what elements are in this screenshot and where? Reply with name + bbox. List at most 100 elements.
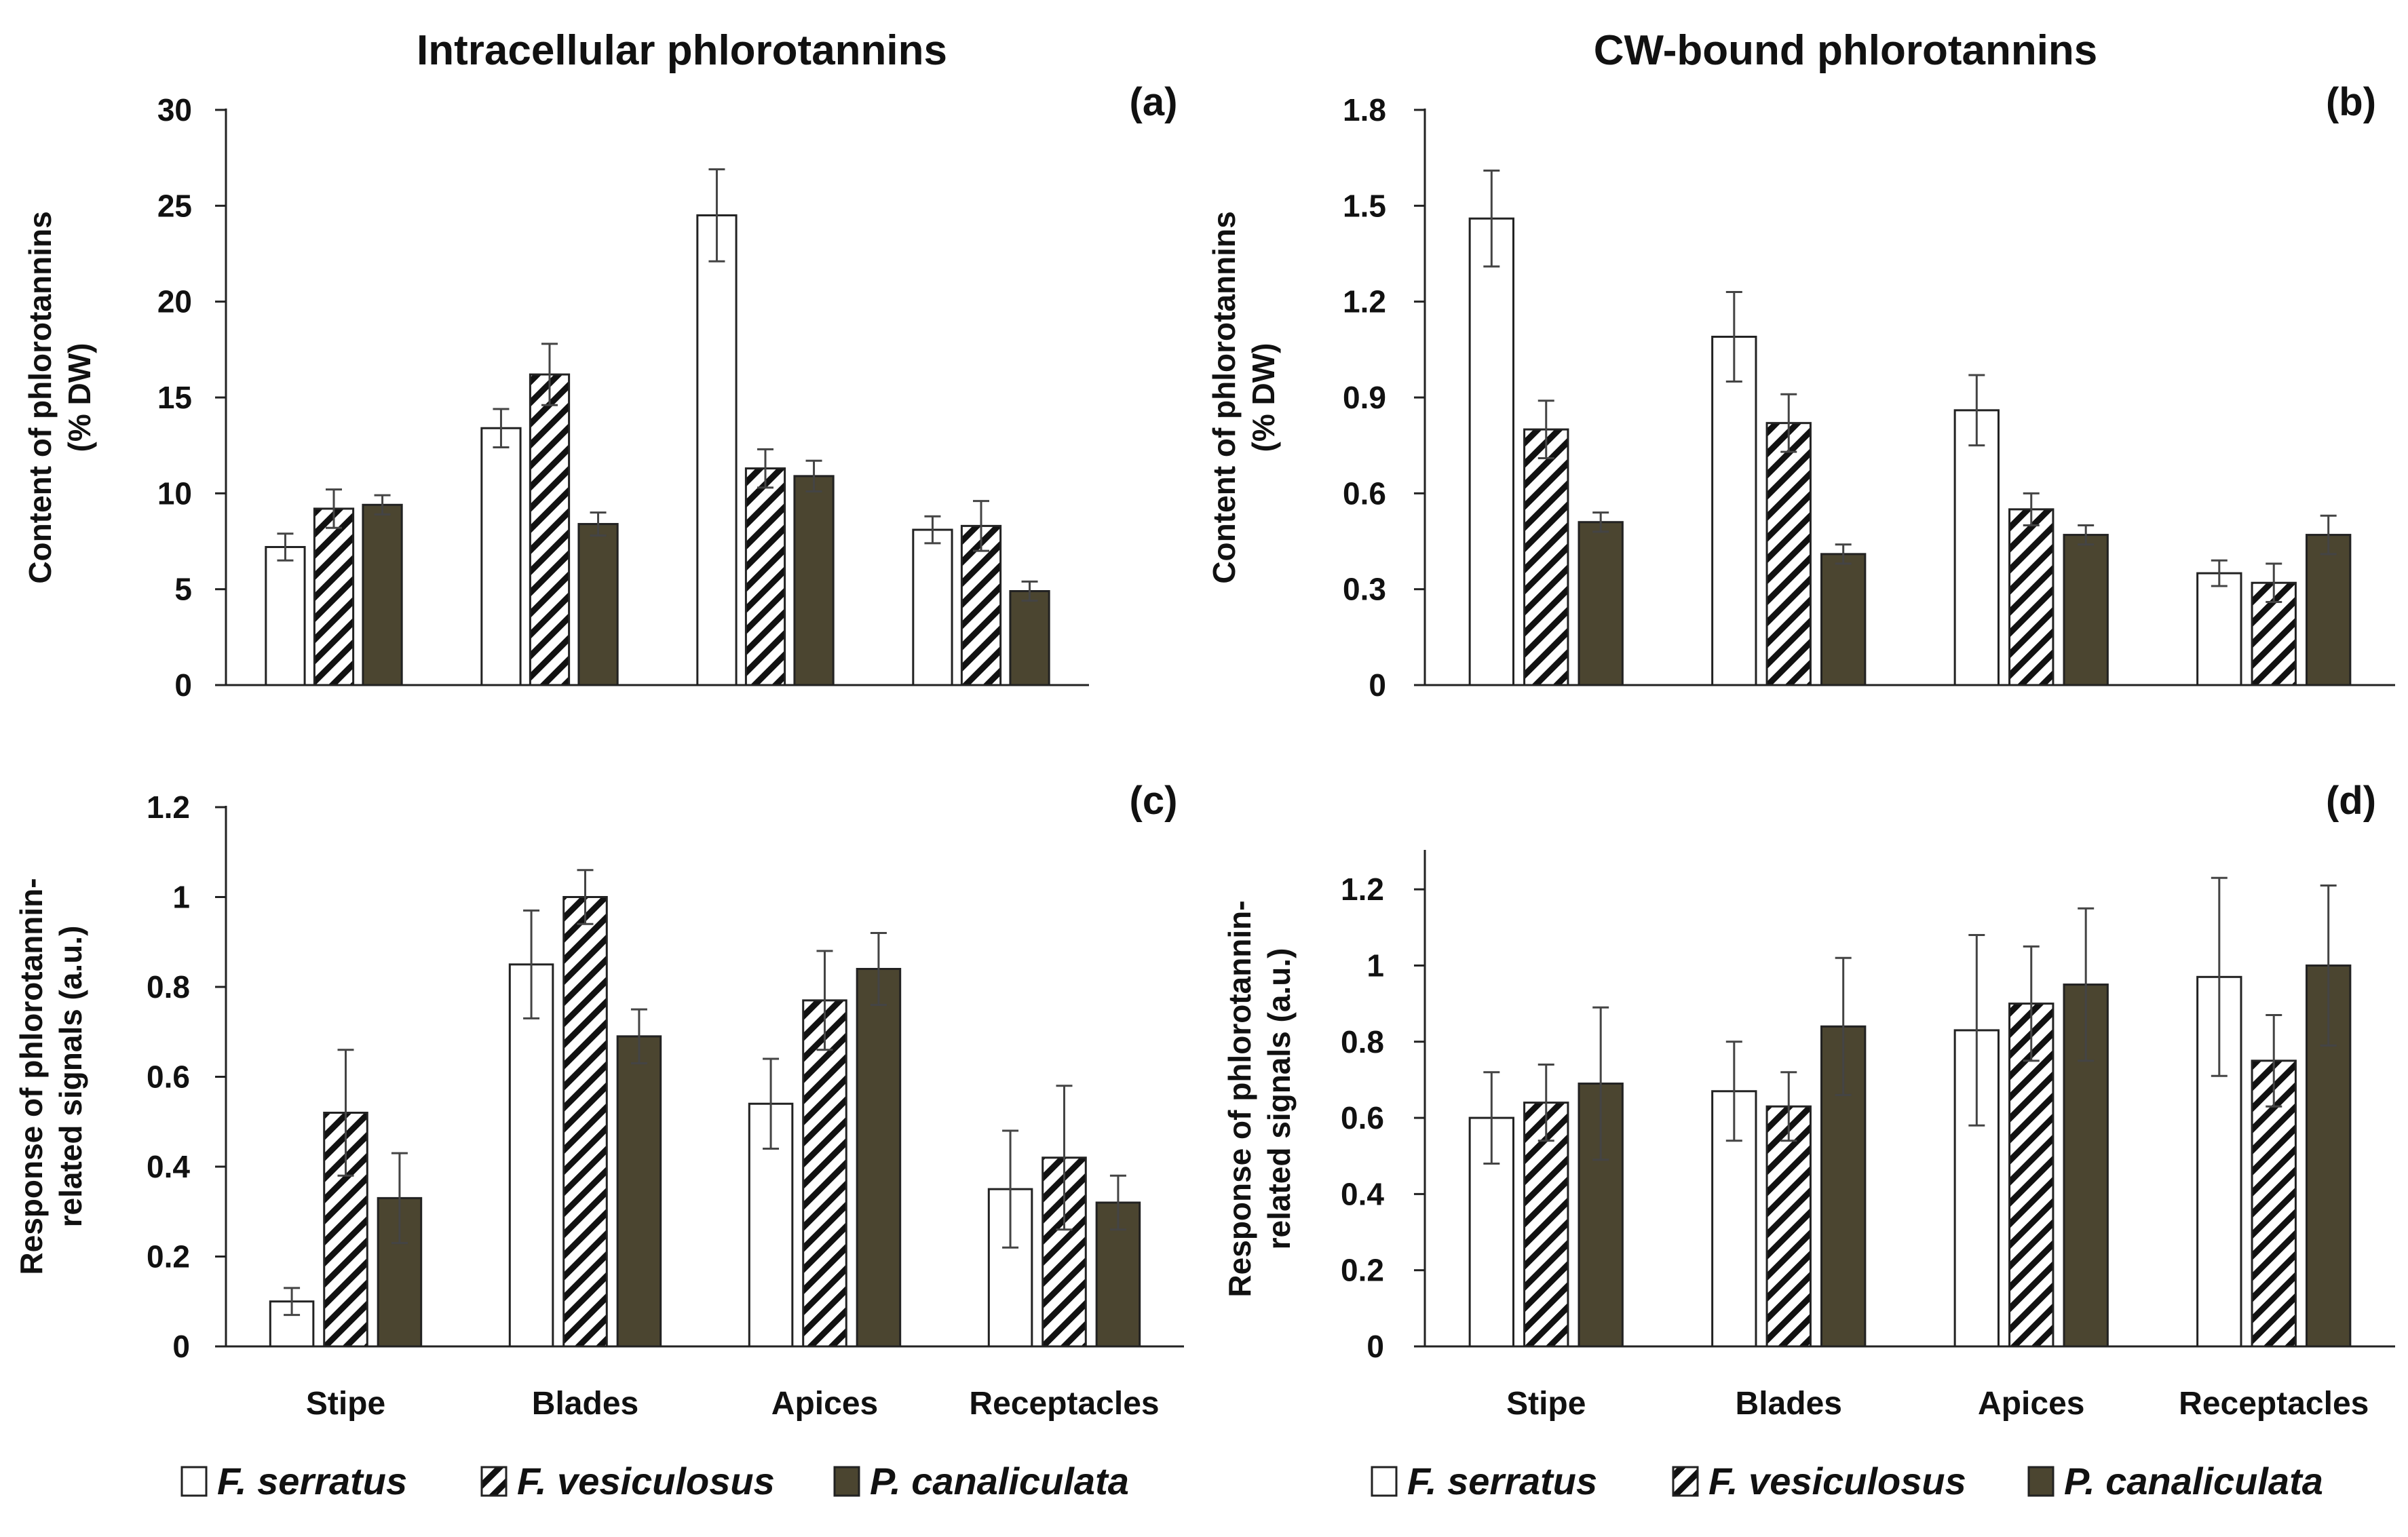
error-bar [1537, 400, 1554, 460]
bar-stipe-f-serratus [265, 545, 306, 686]
y-axis-label-line: related signals (a.u.) [1261, 948, 1297, 1250]
chart-panel-b: CW-bound phlorotannins (b) Content of phlo… [1206, 27, 2395, 703]
y-axis-label-line: Content of phlorotannins [22, 211, 58, 583]
error-bar [2023, 945, 2040, 1062]
bar-receptacles-p-canaliculata [2306, 534, 2352, 686]
error-bar [1725, 291, 1742, 383]
y-tick-label: 30 [157, 92, 192, 128]
y-axis-label: Response of phlorotannin-related signals… [14, 878, 88, 1275]
y-axis-label-line: (% DW) [1246, 343, 1281, 452]
error-bar [1780, 1071, 1797, 1142]
bar-blades-f-serratus [508, 963, 554, 1348]
bar-receptacles-f-serratus [912, 528, 953, 686]
error-bar [1780, 393, 1797, 453]
panel-label: (c) [1130, 779, 1178, 823]
error-bar [541, 343, 558, 406]
error-bar [1537, 1063, 1554, 1142]
y-tick-label: 1 [172, 880, 190, 915]
bar-blades-f-vesiculosus [1765, 1105, 1812, 1348]
bar-blades-f-vesiculosus [562, 896, 608, 1348]
y-axis-label: Content of phlorotannins (% DW) [1206, 211, 1281, 583]
y-tick-label: 0.6 [1343, 475, 1386, 511]
bar-blades-p-canaliculata [616, 1035, 662, 1348]
bar-blades-f-vesiculosus [529, 373, 571, 686]
error-bar [763, 1057, 780, 1150]
x-tick-label: Receptacles [2179, 1386, 2369, 1422]
error-bar [2266, 1013, 2282, 1108]
bar-apices-f-vesiculosus [2008, 508, 2055, 686]
y-tick-label: 15 [157, 380, 192, 415]
y-tick-label: 1.8 [1343, 92, 1386, 128]
y-tick-label: 1.2 [147, 790, 190, 825]
error-bar [284, 1287, 301, 1317]
y-tick-label: 0 [172, 1329, 190, 1364]
y-tick-label: 10 [157, 475, 192, 511]
bar-apices-p-canaliculata [2063, 534, 2109, 686]
error-bar [2078, 907, 2095, 1062]
y-axis-label-line: Response of phlorotannin- [14, 878, 49, 1275]
error-bar [1483, 1071, 1500, 1165]
legend-swatch [480, 1466, 508, 1497]
error-bar [391, 1152, 408, 1245]
y-tick-label: 20 [157, 284, 192, 319]
error-bar [590, 511, 607, 537]
error-bar [1835, 956, 1852, 1096]
error-bar [870, 932, 887, 1006]
y-tick-label: 0 [174, 667, 192, 703]
y-tick-label: 5 [174, 572, 192, 607]
panel-label: (d) [2326, 779, 2376, 823]
legend-label: F. serratus [1407, 1460, 1597, 1502]
error-bar [493, 408, 510, 448]
error-bar [326, 488, 342, 529]
panel-label: (a) [1130, 80, 1178, 124]
legend: F. serratus F. vesiculosus P. canaliculata [1371, 1460, 2323, 1502]
error-bar [630, 1008, 647, 1065]
legend-swatch [2027, 1466, 2055, 1497]
y-tick-label: 0.2 [1341, 1253, 1384, 1288]
bar-blades-p-canaliculata [1820, 553, 1867, 686]
error-bar [374, 494, 391, 515]
y-tick-label: 1.2 [1341, 872, 1384, 907]
x-tick-label: Blades [1736, 1386, 1842, 1422]
bar-blades-p-canaliculata [577, 523, 619, 686]
x-tick-label: Apices [771, 1386, 878, 1422]
y-axis-label-line: Response of phlorotannin- [1222, 900, 1257, 1297]
error-bar [1592, 1006, 1609, 1161]
legend-label: P. canaliculata [2064, 1460, 2323, 1502]
bar-apices-f-serratus [696, 214, 738, 686]
legend-swatch [833, 1466, 860, 1497]
x-tick-label: Stipe [1506, 1386, 1586, 1422]
bar-stipe-f-vesiculosus [1523, 428, 1569, 686]
y-tick-label: 25 [157, 188, 192, 223]
error-bar [1483, 170, 1500, 268]
bar-stipe-f-vesiculosus [1523, 1102, 1569, 1348]
legend-swatch [180, 1466, 208, 1497]
error-bar [337, 1049, 354, 1177]
y-tick-label: 0.6 [147, 1059, 190, 1095]
error-bar [1968, 934, 1985, 1127]
chart-panel-a: Intracellular phlorotannins (a) Content of… [22, 27, 1177, 703]
y-tick-label: 0.4 [1341, 1176, 1384, 1211]
y-tick-label: 0.2 [147, 1239, 190, 1275]
chart-panel-c: (c) Response of phlorotannin-related sign… [14, 779, 1184, 1422]
x-tick-label: Apices [1978, 1386, 2084, 1422]
chart-title: CW-bound phlorotannins [1594, 27, 2098, 74]
error-bar [1592, 511, 1609, 533]
x-tick-label: Stipe [306, 1386, 385, 1422]
error-bar [924, 515, 941, 545]
error-bar [973, 500, 989, 552]
legend-label: F. serratus [217, 1460, 407, 1502]
bar-receptacles-p-canaliculata [1009, 589, 1050, 686]
chart-title: Intracellular phlorotannins [417, 27, 947, 74]
y-tick-label: 0.8 [1341, 1024, 1384, 1059]
error-bar [1109, 1174, 1126, 1231]
error-bar [708, 168, 725, 262]
error-bar [1835, 543, 1852, 565]
bar-stipe-p-canaliculata [362, 503, 403, 686]
y-tick-label: 0.4 [147, 1149, 190, 1184]
bar-apices-p-canaliculata [856, 968, 902, 1348]
error-bar [2211, 559, 2228, 587]
error-bar [577, 869, 594, 925]
bar-receptacles-f-vesiculosus [2251, 1059, 2297, 1348]
